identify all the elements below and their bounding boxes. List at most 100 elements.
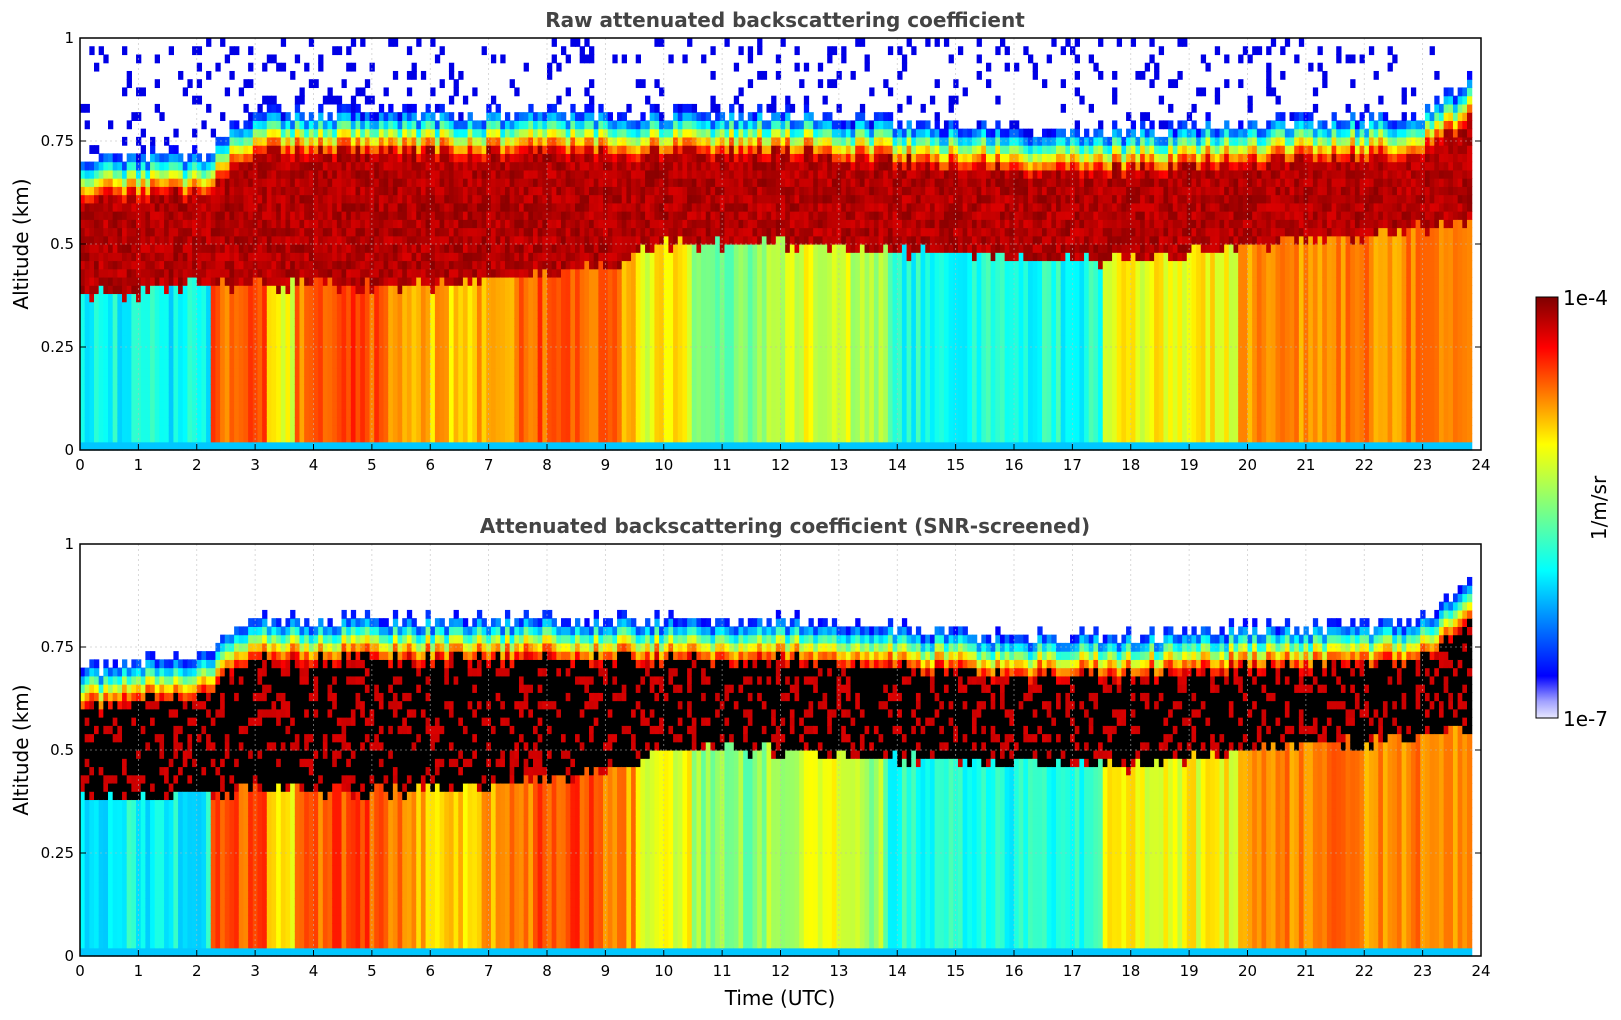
- heatmap-cell: [103, 276, 109, 286]
- heatmap-layer: [80, 38, 1473, 451]
- heatmap-cell: [420, 293, 427, 303]
- heatmap-cell: [327, 441, 333, 451]
- heatmap-cell: [150, 194, 156, 204]
- heatmap-cell: [89, 384, 95, 393]
- heatmap-cell: [252, 153, 259, 163]
- heatmap-cell: [150, 334, 156, 344]
- heatmap-cell: [178, 268, 184, 278]
- heatmap-cell: [579, 342, 585, 352]
- heatmap-cell: [458, 120, 464, 130]
- heatmap-cell: [154, 194, 160, 204]
- heatmap-cell: [378, 202, 385, 212]
- heatmap-cell: [262, 194, 268, 204]
- heatmap-cell: [425, 301, 431, 311]
- heatmap-cell: [476, 318, 483, 327]
- heatmap-cell: [589, 276, 595, 286]
- heatmap-cell: [598, 178, 604, 187]
- heatmap-cell: [108, 293, 114, 303]
- heatmap-cell: [509, 408, 515, 418]
- heatmap-cell: [210, 227, 217, 237]
- heatmap-cell: [336, 375, 343, 385]
- heatmap-cell: [294, 186, 301, 196]
- heatmap-cell: [150, 425, 156, 435]
- heatmap-cell: [322, 260, 329, 270]
- heatmap-cell: [547, 260, 553, 270]
- heatmap-cell: [294, 318, 301, 327]
- heatmap-cell: [206, 384, 212, 393]
- heatmap-cell: [206, 103, 212, 113]
- heatmap-cell: [640, 285, 646, 295]
- heatmap-cell: [117, 268, 123, 278]
- heatmap-cell: [621, 425, 627, 435]
- heatmap-cell: [575, 244, 581, 253]
- heatmap-cell: [444, 194, 450, 204]
- heatmap-cell: [640, 433, 646, 443]
- heatmap-cell: [290, 441, 296, 451]
- heatmap-cell: [187, 252, 193, 262]
- heatmap-cell: [84, 318, 90, 327]
- heatmap-cell: [584, 326, 590, 336]
- heatmap-cell: [262, 62, 268, 72]
- heatmap-cell: [150, 153, 156, 163]
- heatmap-cell: [187, 186, 193, 196]
- heatmap-cell: [635, 244, 641, 253]
- heatmap-cell: [476, 244, 483, 253]
- heatmap-cell: [640, 351, 646, 360]
- heatmap-cell: [173, 276, 179, 286]
- heatmap-cell: [425, 194, 431, 204]
- heatmap-cell: [206, 235, 212, 245]
- heatmap-cell: [448, 153, 455, 163]
- heatmap-cell: [369, 227, 375, 237]
- heatmap-cell: [355, 408, 361, 418]
- heatmap-cell: [598, 334, 604, 344]
- heatmap-cell: [182, 219, 189, 229]
- heatmap-cell: [500, 54, 506, 64]
- heatmap-cell: [224, 285, 231, 295]
- heatmap-cell: [528, 367, 534, 377]
- heatmap-cell: [462, 441, 469, 451]
- heatmap-cell: [621, 235, 627, 245]
- heatmap-cell: [224, 161, 231, 171]
- heatmap-cell: [425, 293, 431, 303]
- heatmap-cell: [89, 417, 95, 426]
- heatmap-cell: [462, 375, 469, 385]
- heatmap-cell: [299, 367, 305, 377]
- heatmap-cell: [299, 433, 305, 443]
- heatmap-cell: [271, 417, 277, 426]
- heatmap-cell: [103, 384, 109, 393]
- heatmap-cell: [140, 359, 146, 369]
- heatmap-cell: [299, 219, 305, 229]
- heatmap-cell: [430, 244, 436, 253]
- heatmap-cell: [392, 128, 399, 138]
- heatmap-cell: [490, 54, 497, 64]
- heatmap-cell: [416, 334, 422, 344]
- heatmap-cell: [262, 161, 268, 171]
- heatmap-cell: [631, 318, 637, 327]
- heatmap-cell: [556, 417, 562, 426]
- heatmap-cell: [593, 293, 599, 303]
- heatmap-cell: [640, 128, 646, 138]
- heatmap-cell: [80, 375, 86, 385]
- heatmap-cell: [575, 128, 581, 138]
- heatmap-cell: [187, 334, 193, 344]
- heatmap-cell: [290, 417, 296, 426]
- heatmap-cell: [294, 367, 301, 377]
- heatmap-cell: [327, 293, 333, 303]
- heatmap-cell: [504, 112, 511, 121]
- heatmap-cell: [448, 367, 455, 377]
- heatmap-cell: [248, 161, 254, 171]
- heatmap-cell: [355, 120, 361, 130]
- heatmap-cell: [444, 408, 450, 418]
- heatmap-cell: [486, 276, 492, 286]
- heatmap-cell: [346, 425, 352, 435]
- heatmap-cell: [579, 136, 585, 146]
- heatmap-cell: [299, 260, 305, 270]
- heatmap-cell: [318, 285, 324, 295]
- heatmap-cell: [561, 433, 567, 443]
- heatmap-cell: [453, 392, 459, 402]
- heatmap-cell: [472, 260, 478, 270]
- heatmap-cell: [612, 334, 618, 344]
- heatmap-cell: [229, 252, 235, 262]
- heatmap-cell: [402, 318, 408, 327]
- heatmap-cell: [131, 268, 137, 278]
